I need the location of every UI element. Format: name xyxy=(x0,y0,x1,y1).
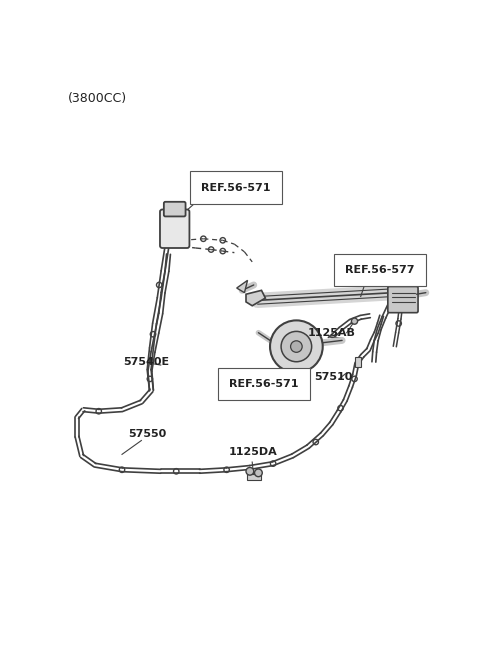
Text: 57540E: 57540E xyxy=(123,357,169,367)
Circle shape xyxy=(290,341,302,352)
Text: REF.56-571: REF.56-571 xyxy=(229,379,299,389)
Text: 57550: 57550 xyxy=(128,429,167,440)
FancyBboxPatch shape xyxy=(388,286,418,312)
Text: REF.56-571: REF.56-571 xyxy=(201,183,271,193)
Text: (3800CC): (3800CC) xyxy=(68,92,127,105)
Circle shape xyxy=(281,331,312,362)
Bar xyxy=(355,358,361,367)
FancyBboxPatch shape xyxy=(164,202,186,216)
Circle shape xyxy=(246,468,254,475)
Text: 57510: 57510 xyxy=(314,372,353,383)
Text: REF.56-577: REF.56-577 xyxy=(345,265,415,275)
Circle shape xyxy=(270,320,323,373)
Circle shape xyxy=(351,318,358,324)
Bar xyxy=(247,474,261,479)
Text: 1125AB: 1125AB xyxy=(308,328,356,338)
Circle shape xyxy=(254,469,262,477)
FancyBboxPatch shape xyxy=(160,210,190,248)
Polygon shape xyxy=(246,290,265,306)
Polygon shape xyxy=(237,280,248,293)
Text: 1125DA: 1125DA xyxy=(229,447,278,457)
